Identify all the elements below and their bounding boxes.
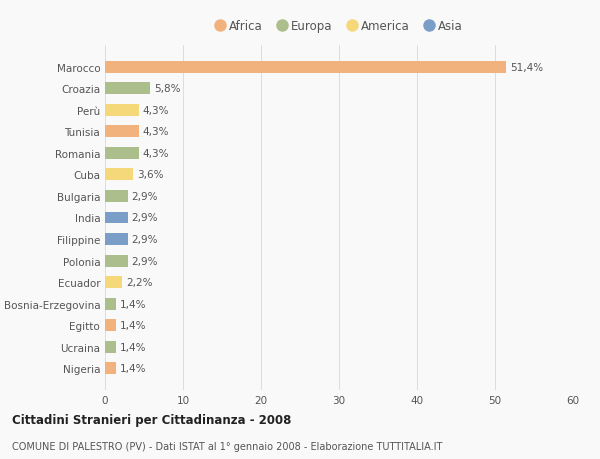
- Text: 1,4%: 1,4%: [120, 364, 146, 374]
- Text: 3,6%: 3,6%: [137, 170, 163, 180]
- Legend: Africa, Europa, America, Asia: Africa, Europa, America, Asia: [215, 20, 463, 33]
- Text: 2,9%: 2,9%: [131, 213, 158, 223]
- Bar: [105, 169, 133, 181]
- Bar: [105, 190, 128, 202]
- Bar: [105, 148, 139, 159]
- Text: 2,9%: 2,9%: [131, 235, 158, 245]
- Bar: [105, 255, 128, 267]
- Bar: [105, 62, 506, 73]
- Bar: [105, 319, 116, 331]
- Bar: [105, 363, 116, 375]
- Text: 1,4%: 1,4%: [120, 342, 146, 352]
- Bar: [105, 234, 128, 246]
- Text: COMUNE DI PALESTRO (PV) - Dati ISTAT al 1° gennaio 2008 - Elaborazione TUTTITALI: COMUNE DI PALESTRO (PV) - Dati ISTAT al …: [12, 441, 442, 451]
- Bar: [105, 126, 139, 138]
- Bar: [105, 341, 116, 353]
- Text: 4,3%: 4,3%: [142, 149, 169, 158]
- Text: 4,3%: 4,3%: [142, 106, 169, 116]
- Bar: [105, 298, 116, 310]
- Text: 2,9%: 2,9%: [131, 256, 158, 266]
- Text: 2,2%: 2,2%: [126, 278, 152, 287]
- Bar: [105, 212, 128, 224]
- Bar: [105, 105, 139, 117]
- Text: 1,4%: 1,4%: [120, 320, 146, 330]
- Text: 4,3%: 4,3%: [142, 127, 169, 137]
- Text: 51,4%: 51,4%: [510, 62, 543, 73]
- Text: Cittadini Stranieri per Cittadinanza - 2008: Cittadini Stranieri per Cittadinanza - 2…: [12, 413, 292, 426]
- Text: 1,4%: 1,4%: [120, 299, 146, 309]
- Text: 2,9%: 2,9%: [131, 191, 158, 202]
- Text: 5,8%: 5,8%: [154, 84, 181, 94]
- Bar: [105, 83, 150, 95]
- Bar: [105, 277, 122, 288]
